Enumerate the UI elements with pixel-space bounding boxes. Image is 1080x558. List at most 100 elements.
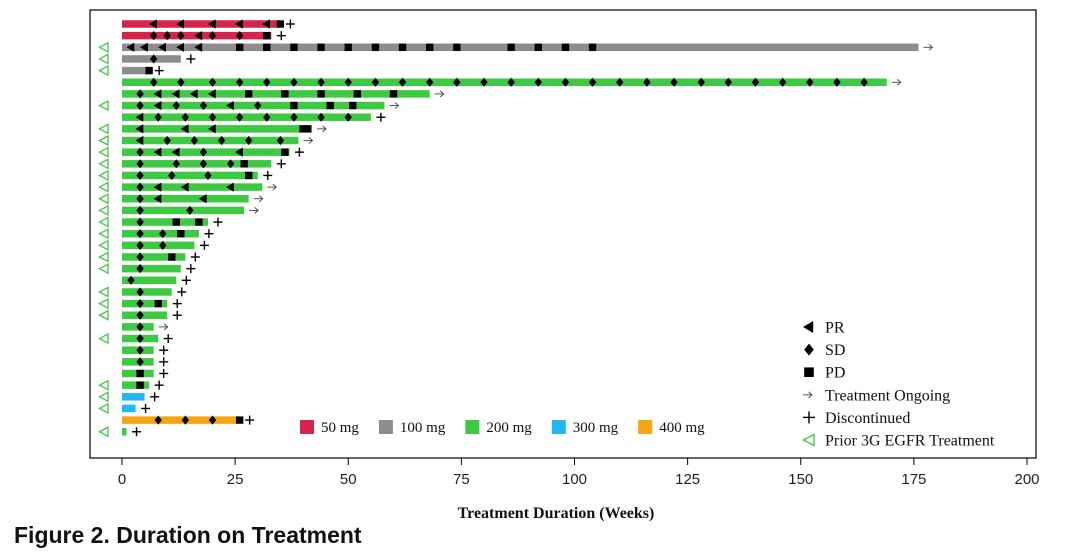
x-axis: 0 25 50 75 100 125 150 175 200 [118,457,1040,488]
marker-sd [163,135,171,146]
marker-sd [136,205,144,215]
arrow-head [928,43,934,51]
marker-sd [154,415,162,425]
marker-sd [136,182,144,192]
marker-sd [177,77,185,87]
marker-pr [180,124,189,134]
legend-symbol-pd [804,367,814,377]
marker-sd [480,77,488,87]
marker-sd [751,77,760,87]
marker-sd [204,170,212,181]
marker-pd [145,66,153,75]
marker-sd [136,252,144,262]
marker-pr [149,19,157,29]
bar-patient-32 [122,381,150,389]
discontinued-plus [186,264,196,274]
marker-sd [163,31,171,41]
legend-symbol-pr [803,321,814,333]
marker-sd [317,77,325,87]
marker-sd [208,31,217,41]
bar-patient-14 [122,171,258,180]
marker-pd [426,43,434,51]
marker-sd [190,135,199,146]
prior-3g-layer [98,41,109,438]
discontinued-plus [213,217,223,227]
marker-pd [371,43,380,51]
discontinued-plus [159,357,169,367]
marker-pd [453,43,461,51]
legend-symbol-prior3g [801,433,815,447]
x-axis-label: Treatment Duration (Weeks) [458,505,655,522]
arrow-head [254,207,259,214]
prior-3g-marker [98,332,109,345]
bar-patient-16 [122,195,249,203]
bar-patient-25 [122,299,168,308]
discontinued-plus [177,287,187,297]
marker-sd [136,240,144,250]
bar-patient-6 [122,78,887,86]
marker-sd [172,100,180,111]
marker-sd [136,194,144,204]
marker-pd [507,43,515,51]
marker-pr [135,135,144,146]
ongoing-arrow [389,102,400,109]
bar-patient-24 [122,288,172,296]
marker-pr [235,147,243,157]
x-tick-label: 200 [1014,471,1039,488]
marker-pd [299,125,307,133]
discontinued-plus [186,54,196,64]
marker-sd [127,275,135,285]
prior-3g-marker [98,193,109,205]
bar-patient-9 [122,113,371,121]
discontinued-plus [181,275,191,285]
prior-3g-marker [98,228,109,240]
prior-3g-marker [98,99,109,112]
marker-pr [135,112,144,122]
marker-pd [398,43,407,51]
bar-patient-21 [122,253,186,261]
marker-sd [588,77,597,87]
ongoing-arrow [303,137,314,144]
marker-sd [276,135,285,146]
marker-sd [154,112,162,122]
marker-sd [860,77,868,87]
marker-sd [136,170,144,181]
marker-pd [290,43,298,51]
marker-pr [207,124,216,134]
prior-3g-marker [98,204,109,216]
marker-pd [561,43,570,51]
marker-sd [226,159,235,169]
marker-sd [561,77,570,87]
marker-pd [235,43,244,51]
marker-pd [136,369,144,378]
bar-patient-18 [122,218,208,226]
marker-pd [195,218,203,226]
marker-sd [643,77,651,87]
prior-3g-marker [98,181,109,193]
marker-sd [290,112,298,122]
marker-pd [353,90,361,98]
bar-patient-1 [122,20,281,28]
arrow-head [258,195,264,203]
discontinued-plus [285,19,295,29]
dose-swatch-300 [551,420,566,434]
bar-patient-13 [122,160,272,168]
marker-sd [507,77,515,87]
legend-label-pr: PR [825,320,845,337]
bar-patient-7 [122,90,430,98]
marker-sd [208,77,217,87]
marker-pr [194,42,203,52]
marker-sd [317,112,325,122]
marker-pd [317,43,325,51]
marker-sd [136,322,144,332]
prior-3g-marker [98,53,109,65]
marker-sd [136,89,144,99]
marker-pd [245,90,253,98]
marker-pd [235,416,244,424]
arrow-head [308,137,314,144]
discontinued-plus [159,369,169,378]
bar-patient-5 [122,66,150,75]
discontinued-plus [276,31,286,41]
dose-legend: 50 mg 100 mg 200 mg 300 mg 400 mg [300,420,705,436]
